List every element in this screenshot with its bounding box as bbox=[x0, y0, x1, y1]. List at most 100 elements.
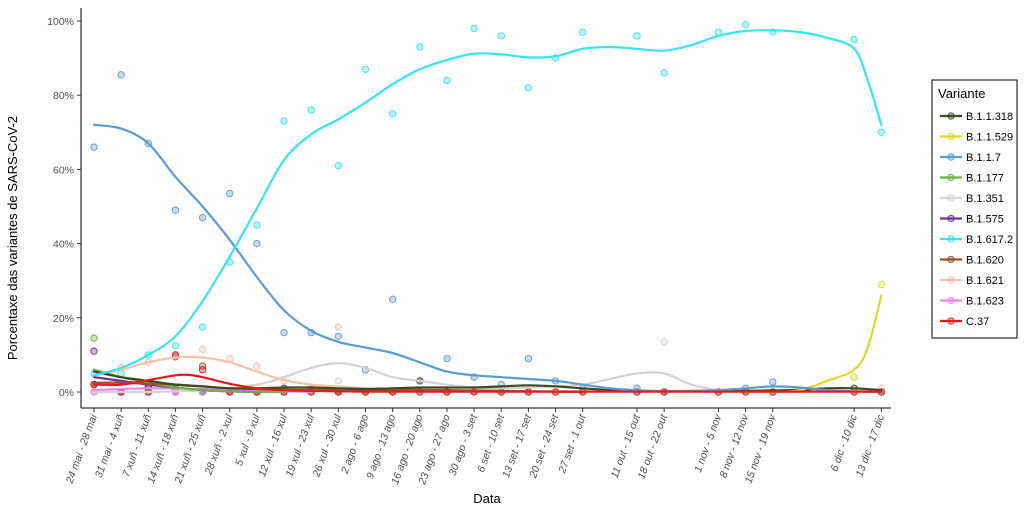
legend-label: B.1.1.318 bbox=[966, 111, 1013, 123]
legend-item: C.37 bbox=[940, 316, 989, 328]
legend-swatch-point bbox=[947, 276, 955, 284]
data-point bbox=[198, 362, 207, 370]
legend-label: B.1.621 bbox=[966, 275, 1004, 287]
legend-item: B.1.621 bbox=[940, 275, 1004, 287]
data-point bbox=[524, 354, 533, 363]
data-point bbox=[443, 76, 451, 85]
legend-label: B.1.1.7 bbox=[966, 152, 1001, 164]
legend-item: B.1.575 bbox=[940, 214, 1004, 226]
series-line bbox=[92, 29, 883, 377]
data-point bbox=[741, 21, 750, 29]
x-tick-label: 5 xul - 9 xul bbox=[233, 412, 263, 467]
data-point bbox=[198, 366, 207, 374]
series-line bbox=[92, 362, 801, 394]
legend-swatch-point bbox=[947, 112, 955, 120]
data-point bbox=[171, 341, 180, 350]
data-point bbox=[388, 110, 397, 118]
legend-swatch-point bbox=[947, 214, 955, 223]
data-point bbox=[253, 362, 261, 370]
points-layer bbox=[90, 21, 885, 396]
data-point bbox=[117, 71, 125, 79]
x-tick-label: 28 xuñ - 2 xul bbox=[202, 412, 235, 477]
legend-title: Variante bbox=[938, 86, 985, 101]
data-point bbox=[416, 43, 424, 51]
data-point bbox=[334, 332, 342, 340]
y-axis-title: Porcentaxe das variantes de SARS-CoV-2 bbox=[5, 116, 20, 360]
x-tick-label: 13 dic - 17 dic bbox=[854, 412, 888, 478]
data-point bbox=[307, 106, 315, 114]
data-point bbox=[334, 377, 342, 385]
data-point bbox=[253, 221, 261, 229]
data-point bbox=[198, 213, 207, 222]
data-point bbox=[226, 189, 234, 198]
y-tick-label: 20% bbox=[53, 313, 74, 325]
data-point bbox=[361, 65, 370, 73]
legend-label: B.1.623 bbox=[966, 296, 1004, 308]
legend-label: B.1.575 bbox=[966, 214, 1004, 226]
legend-item: B.1.351 bbox=[940, 193, 1004, 205]
data-point bbox=[769, 378, 777, 386]
data-point bbox=[280, 328, 288, 337]
data-point bbox=[850, 373, 858, 381]
x-tick-label: 27 set - 1 out bbox=[556, 412, 589, 476]
data-point bbox=[171, 206, 180, 214]
legend-item: B.1.623 bbox=[940, 296, 1004, 308]
legend-label: B.1.617.2 bbox=[966, 234, 1013, 246]
legend-item: B.1.177 bbox=[940, 173, 1004, 185]
legend-label: C.37 bbox=[966, 316, 989, 328]
data-point bbox=[524, 84, 533, 92]
data-point bbox=[633, 32, 641, 40]
legend-item: B.1.620 bbox=[940, 255, 1004, 267]
data-point bbox=[579, 28, 587, 36]
y-tick-label: 80% bbox=[53, 90, 74, 102]
y-tick-label: 40% bbox=[53, 239, 74, 251]
series-line bbox=[92, 373, 883, 393]
legend-label: B.1.1.529 bbox=[966, 132, 1013, 144]
legend-swatch-point bbox=[947, 153, 955, 161]
data-point bbox=[90, 334, 98, 342]
data-point bbox=[198, 345, 207, 353]
x-tick-label: 1 nov - 5 nov bbox=[692, 412, 724, 474]
series-line bbox=[92, 123, 883, 394]
data-point bbox=[660, 338, 668, 346]
legend-swatch-point bbox=[947, 317, 955, 325]
x-tick-label: 2 ago - 6 ago bbox=[339, 413, 372, 476]
legend-item: B.1.1.318 bbox=[940, 111, 1013, 123]
x-axis-title: Data bbox=[473, 491, 501, 506]
data-point bbox=[877, 280, 885, 289]
data-point bbox=[198, 323, 207, 331]
legend-item: B.1.617.2 bbox=[940, 234, 1013, 246]
legend-box bbox=[931, 79, 1018, 339]
curves-layer bbox=[92, 29, 883, 394]
legend-item: B.1.1.7 bbox=[940, 152, 1001, 164]
legend-items: B.1.1.318 B.1.1.529 B.1.1.7 B.1.177 B.1.351 B… bbox=[940, 111, 1013, 328]
data-point bbox=[90, 143, 98, 151]
data-point bbox=[443, 354, 451, 363]
data-point bbox=[388, 295, 397, 303]
legend-swatch-point bbox=[947, 194, 955, 202]
data-point bbox=[334, 323, 342, 331]
legend-swatch-point bbox=[947, 255, 955, 264]
y-tick-label: 60% bbox=[53, 164, 74, 176]
legend-swatch-point bbox=[947, 235, 955, 243]
legend-item: B.1.1.529 bbox=[940, 132, 1013, 144]
legend-label: B.1.620 bbox=[966, 255, 1004, 267]
series-line bbox=[744, 294, 883, 394]
data-point bbox=[497, 32, 505, 40]
data-point bbox=[280, 117, 288, 125]
data-point bbox=[877, 128, 885, 136]
legend-swatch-point bbox=[947, 296, 955, 305]
y-tick-label: 100% bbox=[47, 16, 74, 28]
legend: Variante B.1.1.318 B.1.1.529 B.1.1.7 B.1.17… bbox=[931, 79, 1018, 339]
x-tick-label: 6 dic - 10 dic bbox=[828, 412, 860, 473]
data-point bbox=[334, 162, 342, 170]
legend-swatch-point bbox=[947, 173, 955, 182]
legend-label: B.1.351 bbox=[966, 193, 1004, 205]
x-tick-label: 6 set - 10 set bbox=[475, 412, 507, 474]
data-point bbox=[253, 239, 261, 248]
data-point bbox=[470, 24, 478, 33]
legend-swatch-point bbox=[947, 132, 955, 141]
data-point bbox=[90, 347, 98, 355]
